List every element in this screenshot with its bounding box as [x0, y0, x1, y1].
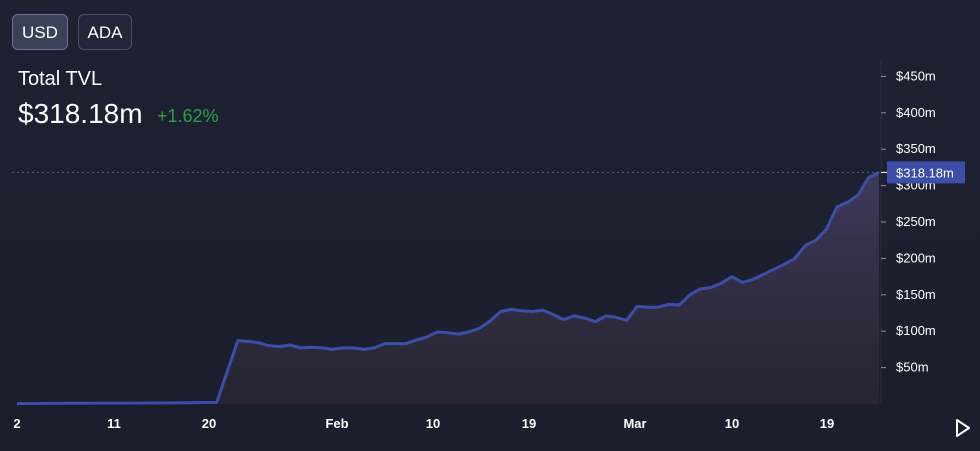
x-tick-label: 11 [107, 416, 121, 431]
y-tick-label: $50m [896, 360, 929, 375]
current-value-label: $318.18m [896, 165, 954, 180]
x-tick-label: 10 [725, 416, 739, 431]
stat-label: Total TVL [18, 68, 103, 90]
x-tick-label: 2 [13, 416, 20, 431]
x-tick-label: 19 [820, 416, 834, 431]
series-area [17, 172, 879, 404]
ada-toggle-button[interactable]: ADA [78, 14, 132, 50]
stat-change: +1.62% [157, 106, 219, 126]
x-tick-label: 19 [522, 416, 536, 431]
x-tick-label: 20 [202, 416, 216, 431]
series-line [16, 171, 880, 406]
y-tick-label: $450m [896, 68, 936, 83]
x-tick-label: Mar [623, 416, 646, 431]
y-tick-label: $100m [896, 323, 936, 338]
y-tick-label: $250m [896, 214, 936, 229]
y-tick-label: $400m [896, 105, 936, 120]
current-value-badge [887, 161, 965, 184]
stat-value: $318.18m [18, 98, 143, 129]
play-icon[interactable] [955, 419, 971, 437]
x-tick-label: 10 [426, 416, 440, 431]
y-tick-label: $150m [896, 287, 936, 302]
x-tick-label: Feb [325, 416, 348, 431]
usd-toggle-button[interactable]: USD [12, 14, 68, 50]
y-tick-label: $200m [896, 250, 936, 265]
y-tick-label: $350m [896, 141, 936, 156]
